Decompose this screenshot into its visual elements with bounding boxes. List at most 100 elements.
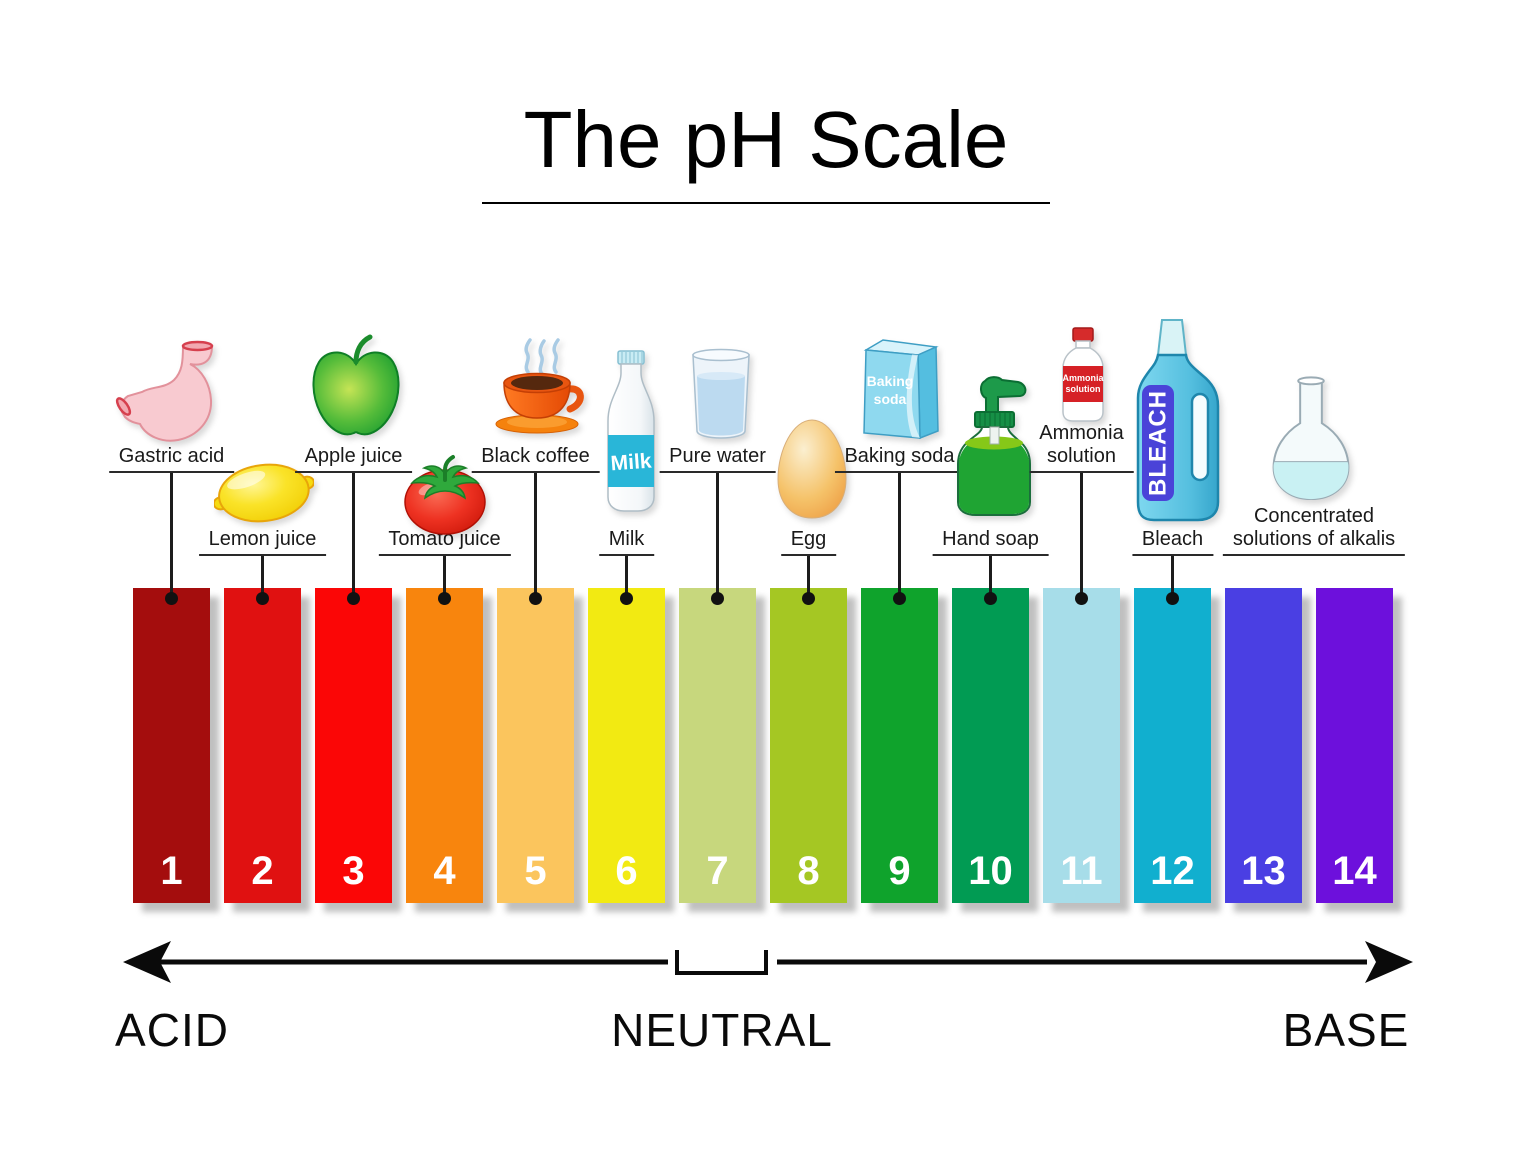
egg-icon (777, 419, 847, 519)
ph-number: 1 (160, 849, 183, 893)
substance-label: Bleach (1131, 528, 1214, 556)
page-title: The pH Scale (523, 95, 1009, 184)
flask-icon-wrap (1268, 372, 1354, 504)
connector-dot (1075, 591, 1088, 605)
ph-number: 12 (1150, 849, 1195, 893)
connector-dot (347, 591, 360, 605)
coffee-cup-icon-wrap (490, 336, 590, 436)
ammonia-bottle-icon-wrap: Ammonia solution (1060, 326, 1106, 424)
substance-label: Gastric acid (108, 445, 235, 473)
substance-label: Pure water (659, 445, 776, 473)
connector-line (170, 473, 173, 602)
ph-number: 2 (251, 849, 274, 893)
ph-bar: 9 (861, 588, 938, 903)
ph-bar: 6 (588, 588, 665, 903)
title-underline (482, 202, 1050, 204)
soap-dispenser-icon-wrap (952, 374, 1036, 518)
substance-label: Concentrated solutions of alkalis (1222, 505, 1406, 556)
ph-bar: 14 (1316, 588, 1393, 903)
ph-bar: 13 (1225, 588, 1302, 903)
egg-icon-wrap (776, 418, 848, 520)
connector-line (534, 473, 537, 602)
ph-bar: 12 (1134, 588, 1211, 903)
ph-number: 10 (968, 849, 1013, 893)
connector-dot (438, 591, 451, 605)
apple-icon (312, 334, 400, 436)
baking-soda-box-icon-wrap: Baking soda (862, 334, 940, 442)
tomato-icon-wrap (402, 450, 488, 536)
connector-line (989, 556, 992, 602)
stomach-icon (115, 340, 214, 442)
tomato-icon (404, 455, 486, 535)
stomach-icon-wrap (112, 336, 224, 444)
flask-icon (1272, 376, 1350, 501)
ph-bar: 3 (315, 588, 392, 903)
substance-label: Apple juice (294, 445, 413, 473)
ph-bar: 7 (679, 588, 756, 903)
milk-bottle-icon-wrap: Milk (602, 349, 660, 513)
substance-label: Milk (598, 528, 655, 556)
svg-text:solution: solution (1066, 384, 1101, 394)
connector-line (1080, 473, 1083, 602)
apple-icon-wrap (310, 334, 402, 442)
ph-number: 9 (888, 849, 911, 893)
svg-text:Milk: Milk (610, 450, 653, 476)
substance-label: Lemon juice (198, 528, 327, 556)
ph-bar: 8 (770, 588, 847, 903)
svg-text:soda: soda (874, 391, 907, 407)
svg-text:Baking: Baking (867, 373, 914, 389)
water-glass-icon-wrap (690, 346, 752, 440)
ammonia-bottle-icon: Ammonia solution (1062, 327, 1104, 422)
ph-bar: 4 (406, 588, 483, 903)
bleach-bottle-icon: BLEACH (1136, 319, 1220, 522)
substance-label: Egg (780, 528, 837, 556)
milk-bottle-icon: Milk (607, 350, 655, 512)
connector-line (261, 556, 264, 602)
substance-label: Ammonia solution (1029, 422, 1134, 473)
connector-dot (711, 591, 724, 605)
ph-bar: 1 (133, 588, 210, 903)
ph-number: 7 (706, 849, 729, 893)
ph-number: 3 (342, 849, 365, 893)
connector-dot (1166, 591, 1179, 605)
connector-line (625, 556, 628, 602)
lemon-icon-wrap (214, 456, 314, 530)
ph-number: 13 (1241, 849, 1286, 893)
connector-dot (893, 591, 906, 605)
ph-number: 11 (1060, 849, 1103, 893)
ph-number: 6 (615, 849, 638, 893)
ph-bar: 10 (952, 588, 1029, 903)
connector-line (352, 473, 355, 602)
bleach-bottle-icon-wrap: BLEACH (1134, 318, 1224, 526)
connector-dot (984, 591, 997, 605)
ph-number: 8 (797, 849, 820, 893)
connector-dot (165, 591, 178, 605)
axis-label-acid: ACID (115, 1004, 229, 1056)
arrowhead-right (1365, 941, 1413, 983)
connector-dot (620, 591, 633, 605)
ph-bar: 5 (497, 588, 574, 903)
soap-dispenser-icon (957, 376, 1031, 516)
water-glass-icon (692, 348, 750, 439)
connector-line (807, 556, 810, 602)
svg-text:Ammonia: Ammonia (1062, 373, 1104, 383)
neutral-bracket (675, 950, 768, 975)
ph-number: 4 (433, 849, 456, 893)
connector-dot (802, 591, 815, 605)
ph-number: 5 (524, 849, 547, 893)
arrowhead-left (123, 941, 171, 983)
ph-bar: 2 (224, 588, 301, 903)
connector-line (898, 473, 901, 602)
connector-line (1171, 556, 1174, 602)
lemon-icon (214, 463, 314, 523)
axis-label-neutral: NEUTRAL (611, 1004, 833, 1056)
baking-soda-box-icon: Baking soda (863, 339, 939, 440)
substance-label: Black coffee (471, 445, 600, 473)
ph-number: 14 (1332, 849, 1377, 893)
connector-line (443, 556, 446, 602)
substance-label: Hand soap (932, 528, 1049, 556)
coffee-cup-icon (495, 338, 584, 434)
connector-dot (256, 591, 269, 605)
connector-line (716, 473, 719, 602)
